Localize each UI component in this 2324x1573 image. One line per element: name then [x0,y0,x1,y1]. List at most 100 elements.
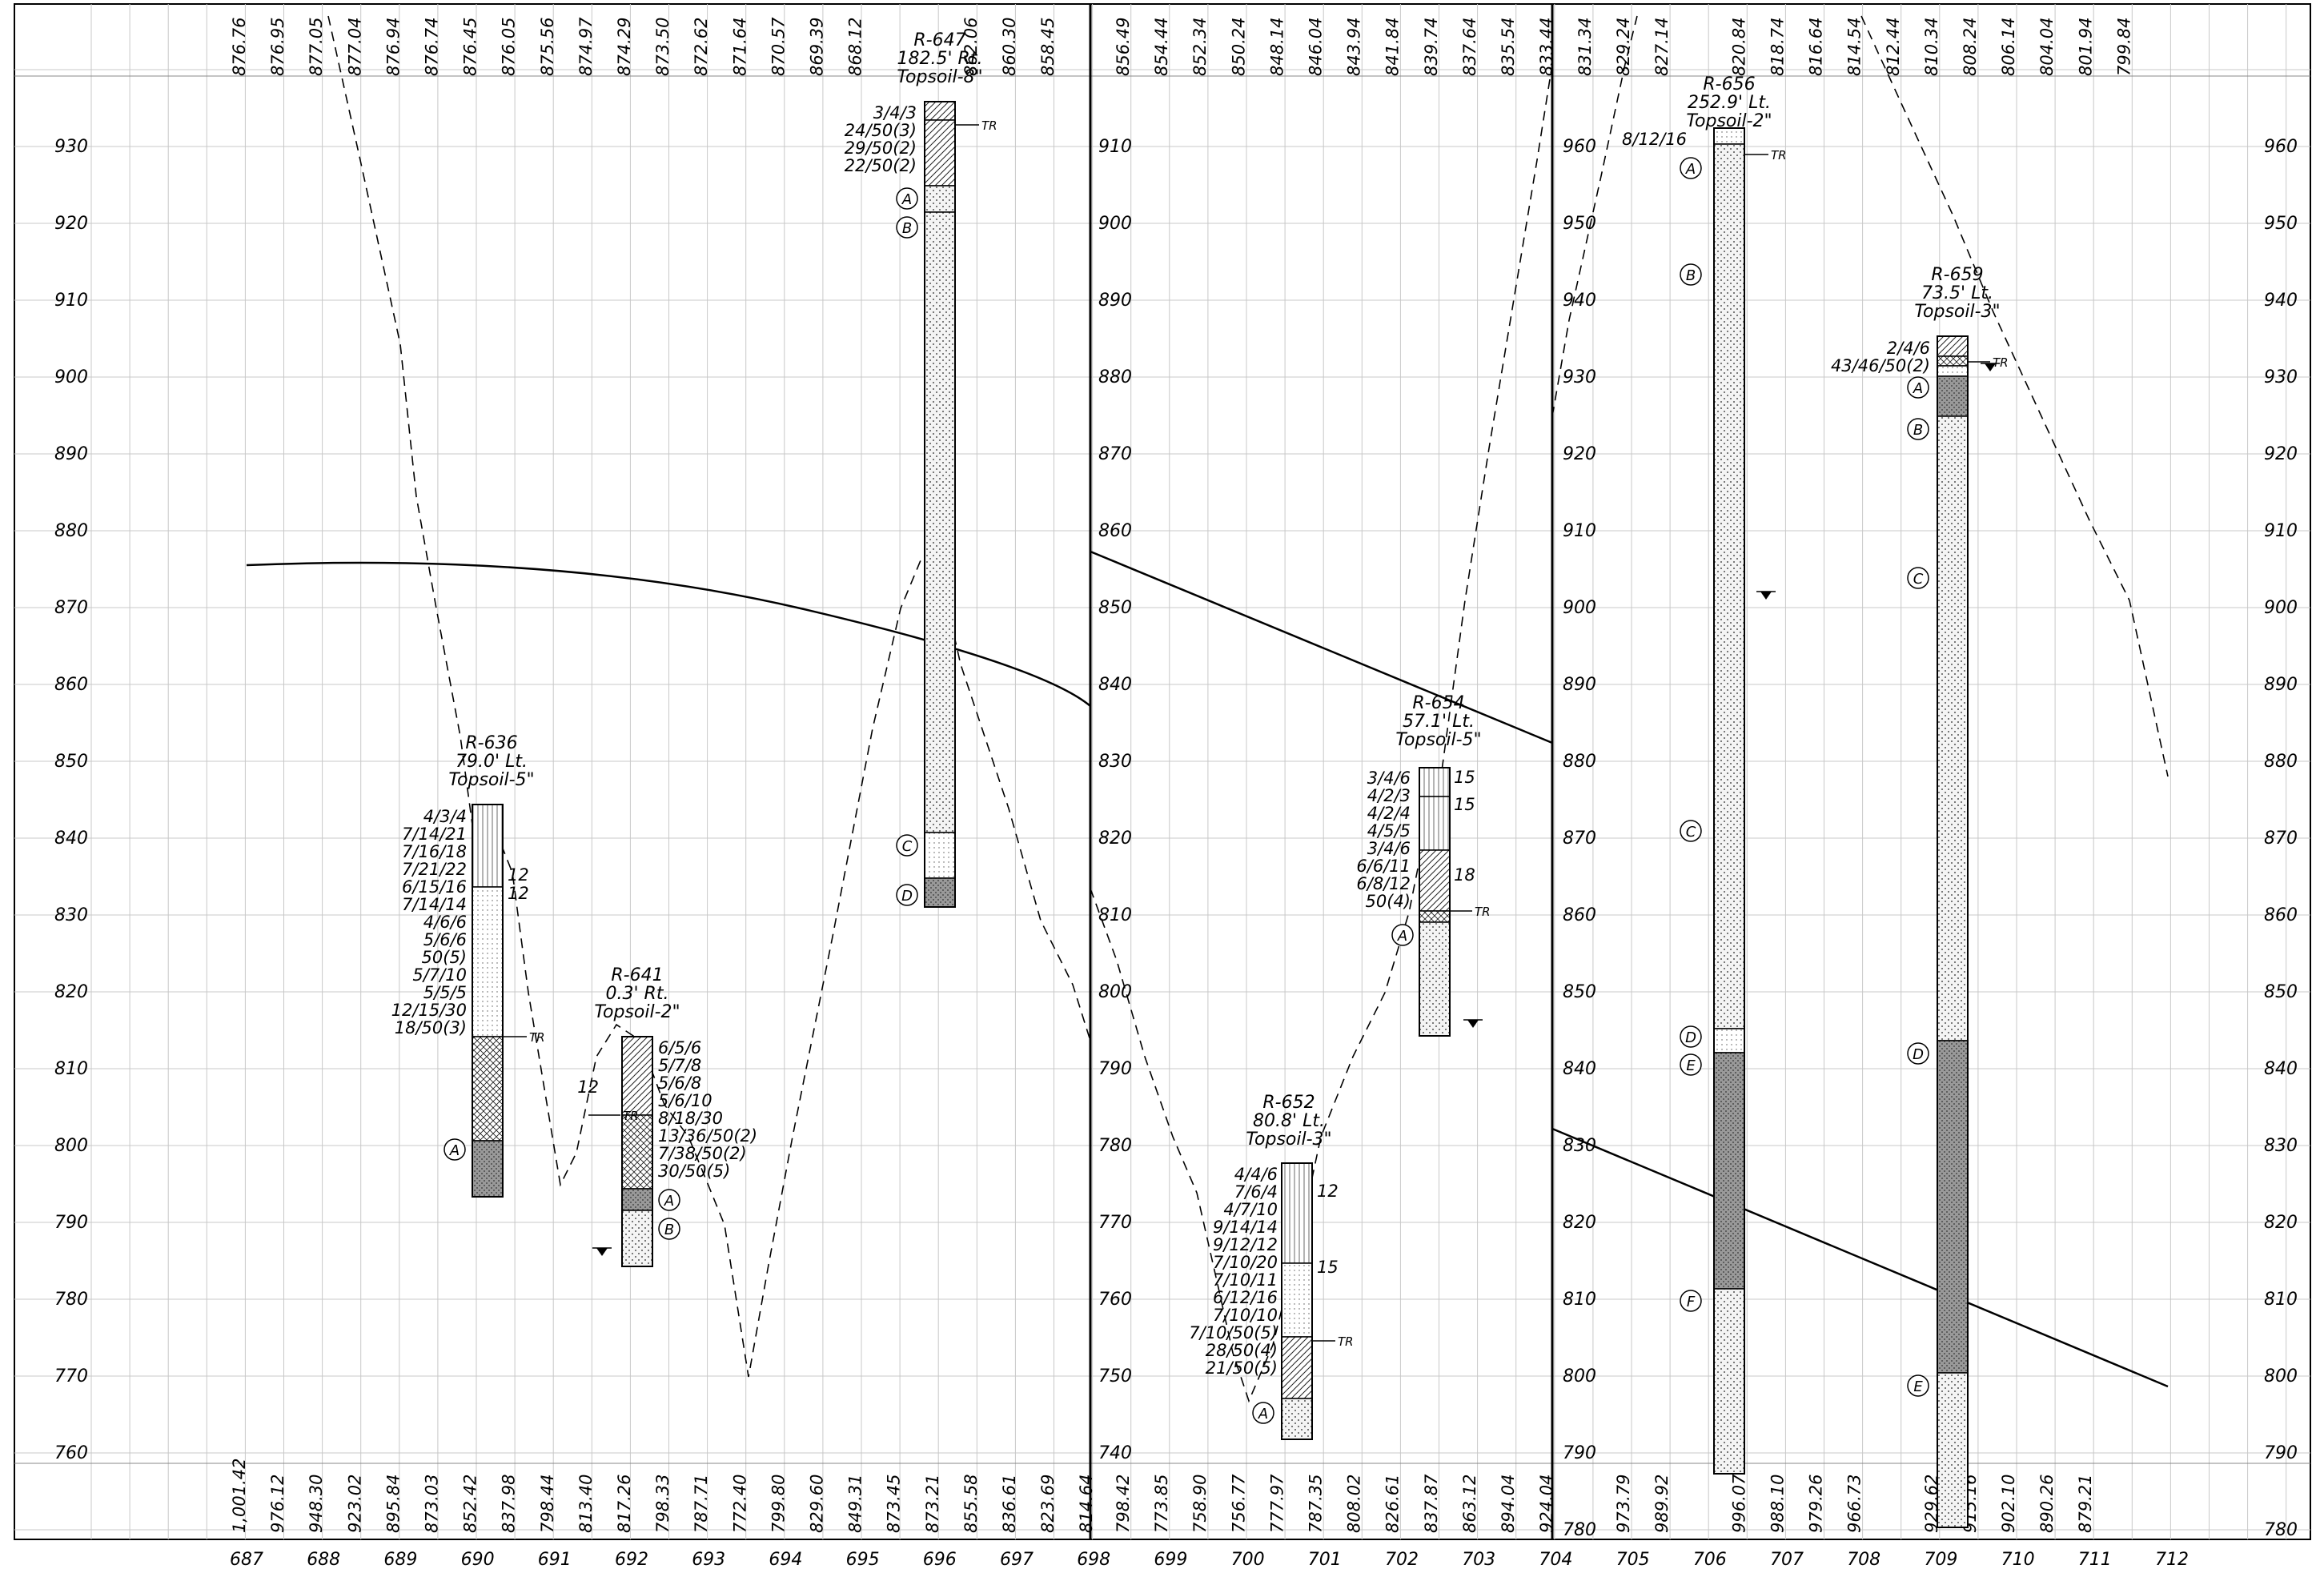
soil-layer [1937,1372,1969,1528]
top-elevation-value: 870.57 [769,17,788,76]
station-label: 689 [383,1550,417,1570]
bottom-elevation-value: 829.60 [808,1475,827,1533]
boring-name: R-659 [1931,265,1983,285]
layer-marker-letter: A [1685,161,1696,178]
station-label: 695 [846,1550,880,1570]
boring-topsoil: Topsoil-5" [448,770,534,790]
soil-layer [1419,910,1451,923]
elevation-label: 790 [1098,1059,1132,1079]
layer-marker-circle [1391,924,1414,946]
blow-count: 5/6/8 [658,1073,701,1093]
elevation-label: 890 [1563,675,1596,695]
boring-column [1419,767,1451,1037]
tr-label: TR [1993,355,2009,370]
elevation-label: 910 [1563,521,1596,541]
bottom-elevation-value: 808.02 [1345,1475,1364,1533]
layer-marker-letter: B [1686,267,1696,284]
blow-count: 13/36/50(2) [658,1126,757,1146]
elevation-label: 860 [1563,905,1596,925]
blow-count: 43/46/50(2) [1831,356,1930,375]
station-label: 688 [307,1550,340,1570]
blow-count: 7/10/50(5) [1189,1323,1278,1342]
bottom-elevation-value: 873.21 [923,1475,942,1533]
soil-layer [1281,1162,1313,1264]
blow-count: 7/10/11 [1213,1270,1278,1290]
blow-count: 21/50(5) [1206,1358,1278,1378]
boring-name: R-656 [1703,74,1755,94]
top-elevation-value: 874.29 [615,18,634,76]
sheet-frame [14,3,2311,1540]
top-elevation-value: 816.64 [1807,18,1826,76]
bottom-elevation-value: 787.71 [692,1475,711,1533]
boring-topsoil: Topsoil-8" [897,67,982,87]
elevation-label: 850 [1098,598,1132,618]
bottom-elevation-value: 895.84 [383,1475,403,1533]
top-elevation-value: 820.84 [1729,18,1748,76]
recovery-label: 15 [1454,795,1475,814]
elevation-label: 920 [2264,444,2298,464]
top-elevation-value: 854.44 [1152,18,1171,76]
elevation-label: 900 [1563,598,1596,618]
elevation-label: 880 [1563,752,1596,772]
bottom-elevation-value: 814.64 [1077,1475,1096,1533]
top-elevation-value: 808.24 [1961,18,1980,76]
layer-marker-letter: D [901,888,913,905]
soil-layer [621,1036,653,1116]
blow-count: 4/2/4 [1367,804,1411,823]
bottom-elevation-value: 758.90 [1190,1475,1210,1533]
top-elevation-value: 871.64 [730,18,749,76]
soil-layer [924,101,956,121]
station-label: 710 [2001,1550,2035,1570]
station-label: 699 [1154,1550,1187,1570]
boring-offset: 252.9' Lt. [1688,93,1771,113]
layer-marker-circle [1680,1053,1702,1076]
elevation-label: 770 [1098,1213,1132,1233]
bottom-elevation-value: 966.73 [1845,1475,1864,1533]
layer-marker: D [896,884,918,906]
soil-layer [1713,1052,1745,1290]
axis-labels: 687 688 689 690 691 692 693 694 695 696 697 698 699 7… [54,17,2298,1570]
station-label: 704 [1539,1550,1572,1570]
soil-layer [472,1140,504,1198]
blow-count: 7/14/14 [402,895,467,914]
bottom-elevation-value: 798.44 [538,1475,557,1533]
layer-marker-letter: C [1686,824,1696,841]
elevation-label: 870 [2264,829,2298,849]
soil-layer [1713,1028,1745,1053]
recovery-label: 15 [1317,1258,1339,1277]
blow-count: 7/38/50(2) [658,1144,747,1163]
top-elevation-value: 858.45 [1038,18,1058,76]
bottom-elevation-value: 813.40 [576,1475,596,1533]
elevation-label: 900 [1098,214,1132,234]
bottom-elevation-value: 879.21 [2076,1475,2095,1533]
boring-topsoil: Topsoil-2" [594,1002,680,1022]
station-label: 705 [1616,1550,1650,1570]
layer-marker: B [896,216,918,239]
elevation-label: 950 [2264,214,2298,234]
layer-marker-letter: D [1685,1029,1696,1046]
bottom-elevation-value: 823.69 [1038,1475,1058,1533]
layer-marker: C [1680,820,1702,842]
layer-marker: C [1907,567,1929,589]
top-elevation-value: 876.94 [383,18,403,76]
layer-marker: A [1680,157,1702,179]
elevation-label: 830 [54,905,88,925]
elevation-label: 790 [1563,1443,1596,1463]
recovery-label: 12 [508,865,529,885]
top-elevation-value: 872.62 [692,18,711,76]
bottom-elevation-value: 777.97 [1267,1474,1286,1533]
blow-count: 50(4) [1366,892,1411,911]
tr-label: TR [623,1109,639,1123]
elevation-label: 890 [2264,675,2298,695]
elevation-label: 890 [54,444,88,464]
boring-topsoil: Topsoil-3" [1246,1130,1331,1150]
bottom-elevation-value: 826.61 [1383,1475,1403,1533]
elevation-label: 780 [54,1290,88,1310]
soil-layer [924,211,956,833]
boring-name: R-654 [1412,693,1464,713]
layer-marker-circle [1907,376,1929,399]
elevation-label: 960 [1563,137,1596,157]
top-elevation-value: 846.04 [1306,18,1326,76]
